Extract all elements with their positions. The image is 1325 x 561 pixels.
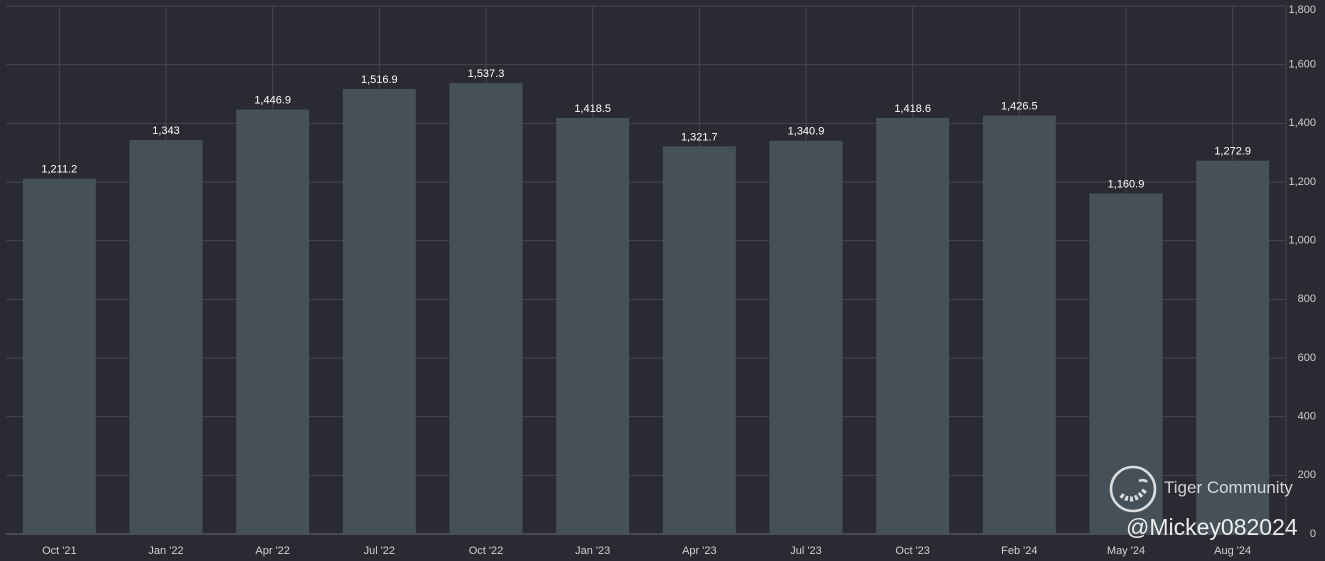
bar xyxy=(22,178,96,534)
x-tick-label: Jul '23 xyxy=(790,545,821,557)
y-axis-tick-labels: 0 200 400 600 800 1,000 1,200 1,400 1,600 1,800 xyxy=(1288,4,1316,540)
x-tick-label: Oct '22 xyxy=(469,545,504,557)
bars xyxy=(22,83,1270,535)
data-labels: 1,211.2 1,343 1,446.9 1,516.9 1,537.3 1,418.5… xyxy=(41,68,1251,190)
x-tick-label: Feb '24 xyxy=(1001,545,1037,557)
bar xyxy=(982,115,1056,534)
x-tick-label: Jan '23 xyxy=(575,545,610,557)
y-tick-label: 800 xyxy=(1298,293,1316,305)
bar xyxy=(449,83,523,535)
x-tick-label: Oct '23 xyxy=(895,545,930,557)
data-label: 1,160.9 xyxy=(1108,178,1145,190)
data-label: 1,211.2 xyxy=(41,164,77,176)
x-tick-label: Apr '22 xyxy=(255,545,290,557)
bar xyxy=(129,140,203,534)
data-label: 1,426.5 xyxy=(1001,101,1038,113)
y-tick-label: 1,000 xyxy=(1288,235,1316,247)
bar xyxy=(662,146,736,534)
y-tick-label: 1,200 xyxy=(1288,176,1316,188)
y-tick-label: 1,400 xyxy=(1288,117,1316,129)
x-tick-label: Apr '23 xyxy=(682,545,717,557)
y-tick-label: 1,800 xyxy=(1288,4,1316,16)
y-tick-label: 0 xyxy=(1310,528,1316,540)
x-tick-label: May '24 xyxy=(1107,545,1145,557)
data-label: 1,343 xyxy=(152,125,180,137)
bar xyxy=(342,89,416,534)
data-label: 1,321.7 xyxy=(681,131,718,143)
y-tick-label: 600 xyxy=(1298,352,1316,364)
x-axis-tick-labels: Oct '21 Jan '22 Apr '22 Jul '22 Oct '22 Jan '… xyxy=(42,545,1251,557)
y-tick-label: 200 xyxy=(1298,469,1316,481)
bar xyxy=(1089,193,1163,534)
data-label: 1,446.9 xyxy=(254,95,291,107)
data-label: 1,418.5 xyxy=(574,103,611,115)
data-label: 1,537.3 xyxy=(468,68,505,80)
bar xyxy=(876,117,950,535)
y-tick-label: 400 xyxy=(1298,411,1316,423)
data-label: 1,516.9 xyxy=(361,74,398,86)
data-label: 1,340.9 xyxy=(788,126,825,138)
x-tick-label: Jan '22 xyxy=(148,545,183,557)
x-tick-label: Oct '21 xyxy=(42,545,77,557)
data-label: 1,272.9 xyxy=(1214,146,1251,158)
data-label: 1,418.6 xyxy=(894,103,931,115)
y-tick-label: 1,600 xyxy=(1288,59,1316,71)
horizontal-gridlines xyxy=(6,5,1286,535)
bar xyxy=(556,117,630,534)
bar xyxy=(769,140,843,535)
bar xyxy=(1196,160,1270,534)
x-tick-label: Jul '22 xyxy=(364,545,395,557)
x-tick-label: Aug '24 xyxy=(1214,545,1251,557)
bar xyxy=(236,109,310,535)
